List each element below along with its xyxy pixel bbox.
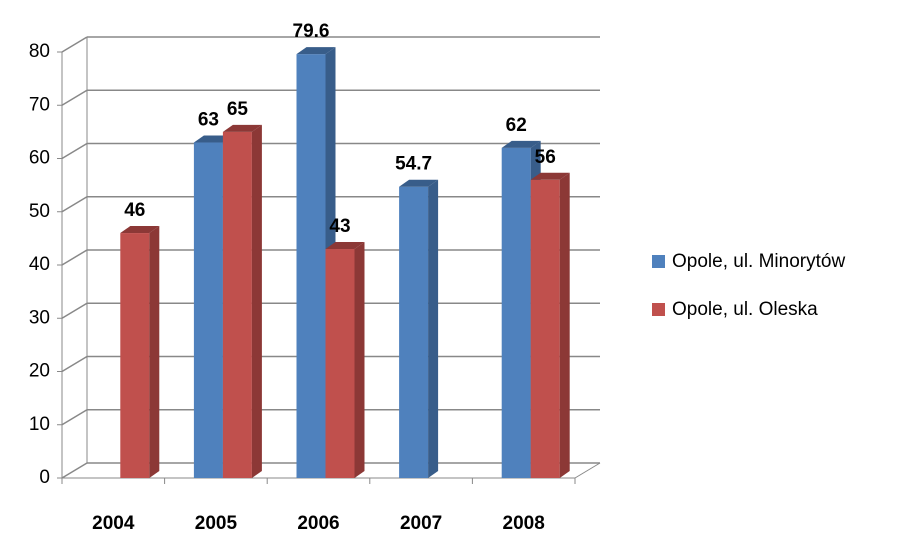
data-label: 46 xyxy=(124,200,145,221)
legend-label: Opole, ul. Oleska xyxy=(672,299,818,320)
grid-line xyxy=(61,89,88,106)
floor-edge xyxy=(574,462,601,479)
x-tick-label: 2004 xyxy=(92,513,135,533)
y-tick-label: 20 xyxy=(29,361,50,382)
bar xyxy=(120,226,160,478)
bar-side xyxy=(149,226,160,478)
data-label: 62 xyxy=(506,115,527,136)
bar-front xyxy=(296,54,326,478)
bar-top xyxy=(120,226,160,234)
x-tick-label: 2008 xyxy=(503,513,545,533)
bar xyxy=(530,172,570,479)
data-label: 79.6 xyxy=(293,21,330,42)
y-tick-label: 40 xyxy=(29,254,50,275)
data-label: 54.7 xyxy=(395,154,432,175)
bar-front xyxy=(120,233,150,478)
grid-line xyxy=(61,36,88,53)
grid-line xyxy=(61,249,88,266)
y-tick-label: 0 xyxy=(39,467,50,488)
y-tick-label: 10 xyxy=(29,414,50,435)
bar-top xyxy=(501,140,541,148)
y-tick-label: 70 xyxy=(29,94,50,115)
data-label: 56 xyxy=(535,147,556,168)
bar-top xyxy=(222,124,262,132)
y-tick-label: 80 xyxy=(29,41,50,62)
y-tick-label: 30 xyxy=(29,307,50,328)
grid-line xyxy=(61,142,88,160)
bar-front xyxy=(501,147,531,478)
x-tick-label: 2005 xyxy=(195,513,238,533)
data-label: 63 xyxy=(198,110,219,131)
bar xyxy=(222,124,262,478)
legend-swatch xyxy=(652,255,665,268)
y-tick-label: 50 xyxy=(29,201,50,222)
grid-line xyxy=(61,462,88,479)
bar-side xyxy=(559,172,570,479)
bar-side xyxy=(428,179,439,478)
bar-side xyxy=(251,124,262,478)
grid-line xyxy=(61,196,88,213)
bar-front xyxy=(193,142,223,478)
y-tick-label: 60 xyxy=(29,148,50,169)
data-label: 65 xyxy=(227,99,249,120)
bar-top xyxy=(530,172,570,180)
bar-side xyxy=(354,242,365,478)
bar-front xyxy=(222,131,252,478)
legend-swatch xyxy=(652,303,665,316)
bar-front xyxy=(530,179,560,479)
bar-front xyxy=(325,249,355,478)
bar xyxy=(399,179,439,478)
x-tick-label: 2007 xyxy=(400,513,442,533)
bar-front xyxy=(399,186,429,478)
bar xyxy=(325,242,365,478)
grid-line xyxy=(61,355,88,373)
data-label: 43 xyxy=(329,216,350,237)
bar-top xyxy=(296,47,336,55)
grid-line xyxy=(61,409,88,426)
grid-line xyxy=(61,302,88,319)
bar-top xyxy=(325,242,365,250)
bar-top xyxy=(399,179,439,187)
x-tick-label: 2006 xyxy=(297,513,339,533)
legend-label: Opole, ul. Minorytów xyxy=(672,251,845,272)
